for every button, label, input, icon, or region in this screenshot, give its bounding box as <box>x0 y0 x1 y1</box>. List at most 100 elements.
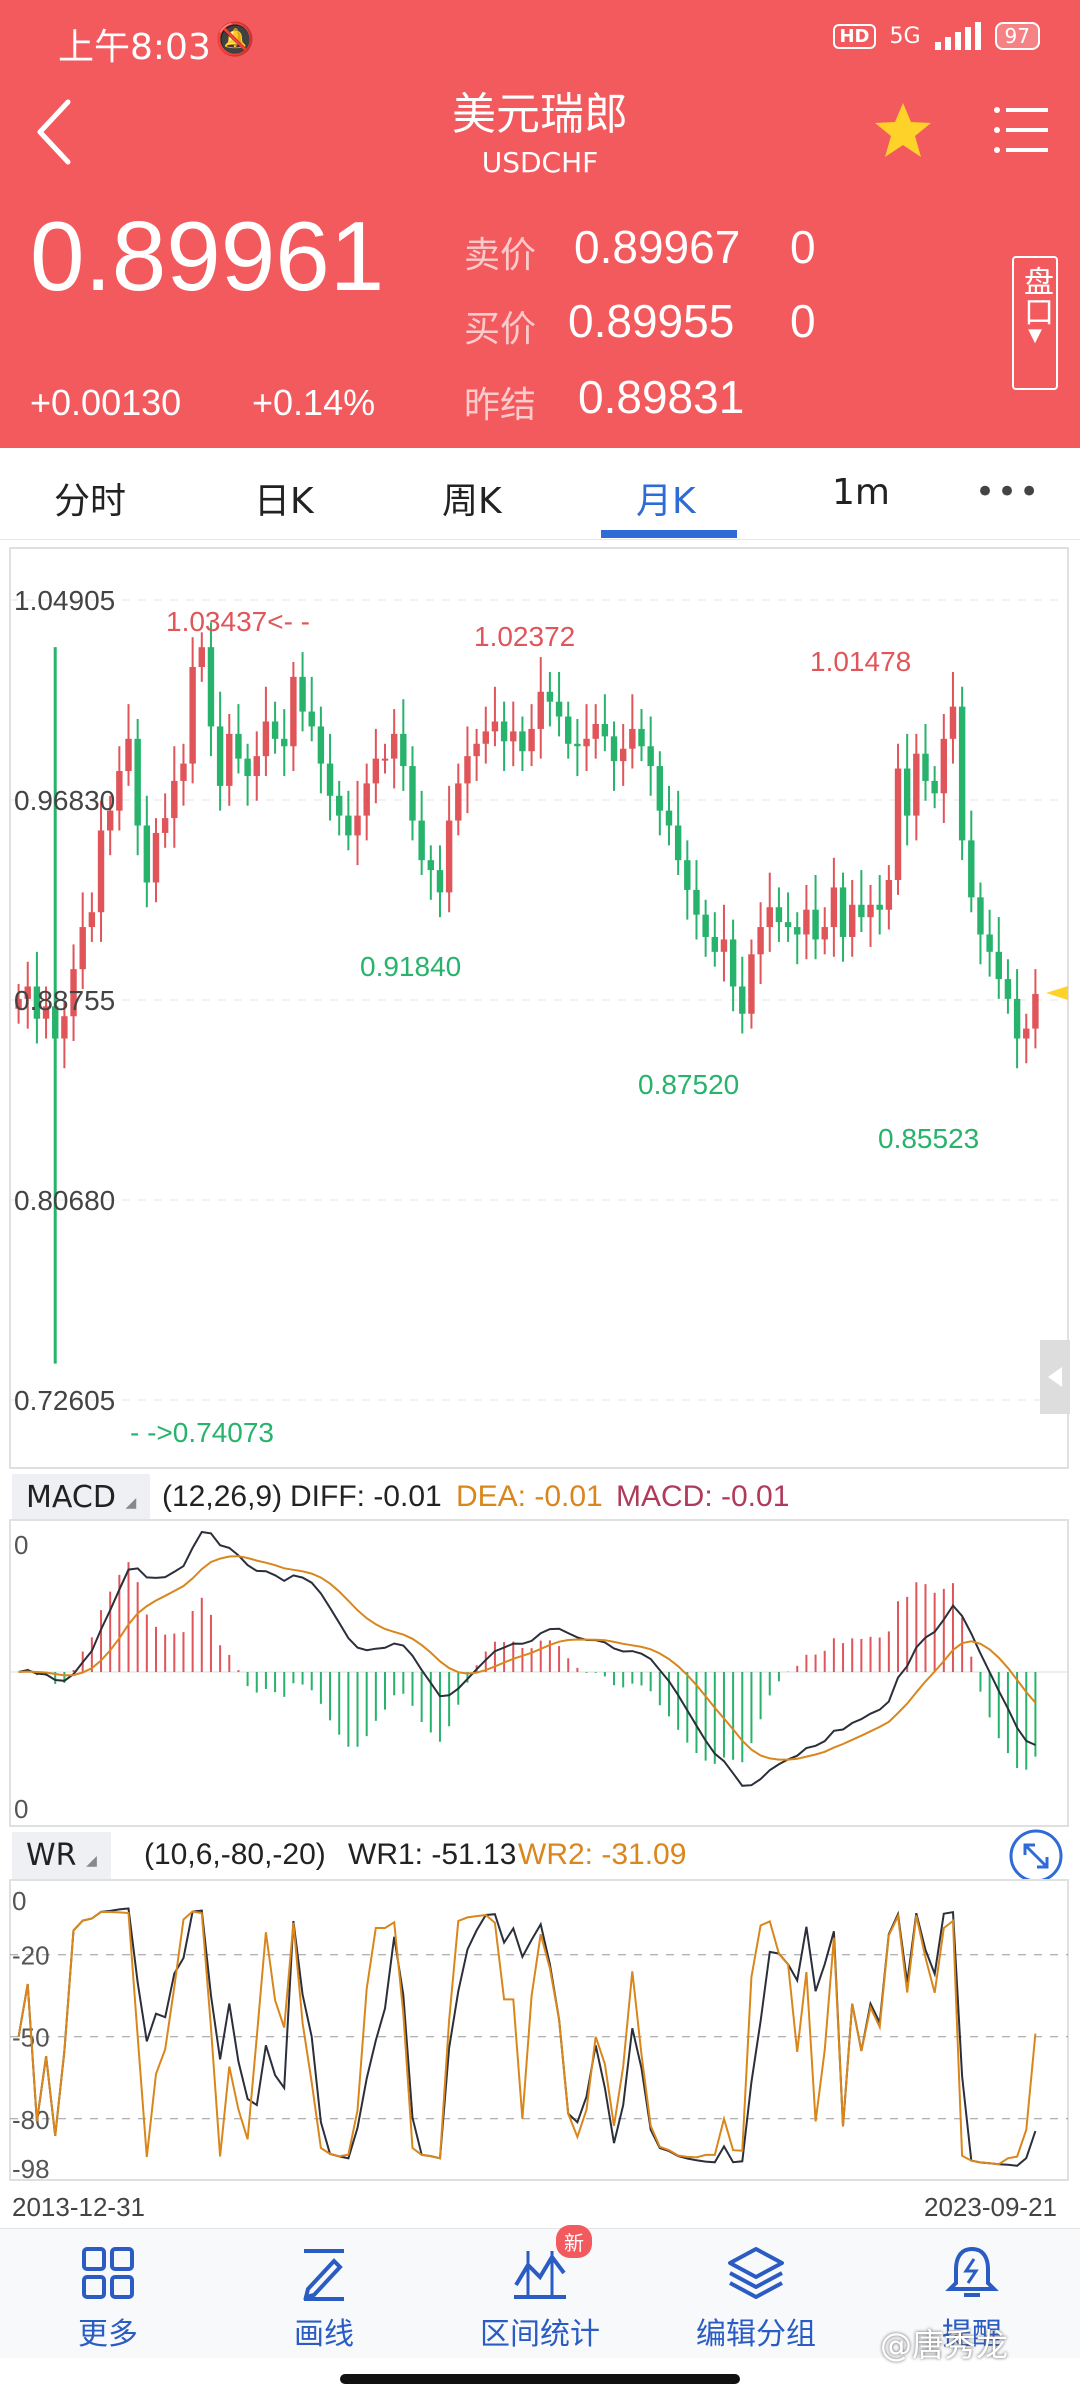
collapse-arrow-icon <box>1048 1367 1062 1387</box>
active-tab-indicator <box>601 530 737 538</box>
buy-label: 买价 <box>464 309 537 350</box>
macd-value: MACD: -0.01 <box>616 1480 790 1513</box>
alert-label: 提醒 <box>942 2317 1002 2352</box>
candle-body <box>455 783 462 821</box>
candle-body <box>317 726 325 764</box>
buy-qty: 0 <box>790 295 816 347</box>
candle-body <box>629 728 636 749</box>
candle-body <box>574 743 581 747</box>
range-stats-label: 区间统计 <box>480 2317 600 2352</box>
home-indicator <box>340 2374 740 2384</box>
candle-body <box>592 723 599 739</box>
edit-group-button[interactable]: 编辑分组 <box>648 2229 864 2359</box>
range-stats-button[interactable]: 新 区间统计 <box>432 2225 648 2359</box>
candle-body <box>848 904 856 937</box>
candle-body <box>949 706 957 739</box>
sell-label: 卖价 <box>464 235 537 276</box>
candle-body <box>143 825 151 883</box>
candle-body <box>601 723 609 737</box>
candlestick-chart[interactable]: 1.04905 0.96830 0.88755 0.80680 0.72605 1.03… <box>0 540 1080 1470</box>
candle-body <box>528 728 535 752</box>
annotation-high-2: 1.02372 <box>474 621 575 652</box>
candle-body <box>482 731 489 744</box>
candle-body <box>436 870 444 893</box>
candle-body <box>244 758 251 776</box>
macd-indicator-selector[interactable]: MACD ◢ <box>12 1474 151 1521</box>
candle-body <box>61 1016 68 1039</box>
candle-body <box>665 810 673 826</box>
draw-line-button[interactable]: 画线 <box>216 2229 432 2359</box>
wr-tick-label: -20 <box>12 1941 50 1971</box>
y-tick-label: 0.88755 <box>14 985 115 1016</box>
candle-body <box>876 904 883 910</box>
back-arrow-icon[interactable] <box>28 92 88 172</box>
tab-daily[interactable]: 日K <box>254 481 314 522</box>
y-tick-label: 0.72605 <box>14 1385 115 1416</box>
candle-body <box>977 897 984 935</box>
instrument-code: USDCHF <box>481 146 599 179</box>
caret-down-icon: ▼ <box>1028 325 1042 346</box>
current-price-marker <box>1046 986 1068 1000</box>
candle-body <box>464 756 471 784</box>
candle-body <box>491 721 499 732</box>
annotation-low-1: 0.91840 <box>360 951 461 982</box>
annotation-low-all: - ->0.74073 <box>130 1417 274 1448</box>
candle-body <box>940 738 948 794</box>
alarm-bell-icon <box>945 2246 999 2297</box>
candle-body <box>381 758 389 761</box>
x-axis-start-date: 2013-12-31 <box>12 2192 145 2222</box>
candle-body <box>693 889 700 915</box>
instrument-title: 美元瑞郎 <box>452 89 628 140</box>
wr1-value: WR1: -51.13 <box>348 1838 517 1871</box>
annotation-high-1: 1.03437<- - <box>166 606 310 637</box>
order-book-toggle[interactable]: 盘口 ▼ <box>1012 256 1058 390</box>
hd-badge: HD <box>833 23 876 49</box>
candle-body <box>106 810 114 831</box>
candle-body <box>33 986 41 1019</box>
wr2-value: WR2: -31.09 <box>518 1838 687 1871</box>
alert-button[interactable]: 提醒 <box>864 2229 1080 2359</box>
tab-1m[interactable]: 1m <box>832 472 890 513</box>
annotation-low-3: 0.85523 <box>878 1123 979 1154</box>
candle-body <box>794 927 801 935</box>
candle-body <box>555 701 563 717</box>
candle-body <box>931 780 938 794</box>
new-badge: 新 <box>556 2225 592 2258</box>
candle-body <box>372 758 380 784</box>
tab-weekly[interactable]: 周K <box>442 481 502 522</box>
more-label: 更多 <box>78 2317 138 2352</box>
status-bar: 上午8:03 🔕 HD 5G 97 <box>0 0 1080 80</box>
fullscreen-expand-icon[interactable] <box>1008 1828 1064 1884</box>
wr-tick-label: -98 <box>12 2154 50 2182</box>
candle-body <box>702 914 709 937</box>
candle-body <box>858 904 865 918</box>
candle-body <box>803 909 810 935</box>
wr-indicator-selector[interactable]: WR ◢ <box>12 1832 111 1879</box>
candle-body <box>70 969 77 1017</box>
candle-body <box>830 887 838 928</box>
candle-body <box>409 766 416 821</box>
candle-body <box>922 753 929 781</box>
candle-body <box>88 912 96 928</box>
menu-list-icon[interactable] <box>992 104 1050 156</box>
candle-body <box>235 733 242 759</box>
more-button[interactable]: 更多 <box>0 2229 216 2359</box>
candle-body <box>152 832 160 883</box>
annotation-low-2: 0.87520 <box>638 1069 739 1100</box>
candle-body <box>390 733 398 759</box>
tab-timeshare[interactable]: 分时 <box>54 481 127 522</box>
macd-chart[interactable]: 0 0 <box>0 1518 1080 1830</box>
candle-body <box>42 1006 50 1019</box>
candle-body <box>739 986 746 1014</box>
wr-chart[interactable]: 0-20-50-80-98 <box>0 1878 1080 2182</box>
change-absolute: +0.00130 <box>30 382 182 423</box>
macd-y-top: 0 <box>14 1530 28 1560</box>
candle-body <box>995 951 1002 980</box>
candle-body <box>619 748 627 762</box>
more-tabs-button[interactable]: ••• <box>975 472 1042 512</box>
dea-line <box>18 1555 1037 1761</box>
candle-body <box>867 904 874 918</box>
favorite-star-icon[interactable] <box>872 100 934 162</box>
tab-monthly[interactable]: 月K <box>636 481 696 522</box>
candle-body <box>958 706 966 841</box>
